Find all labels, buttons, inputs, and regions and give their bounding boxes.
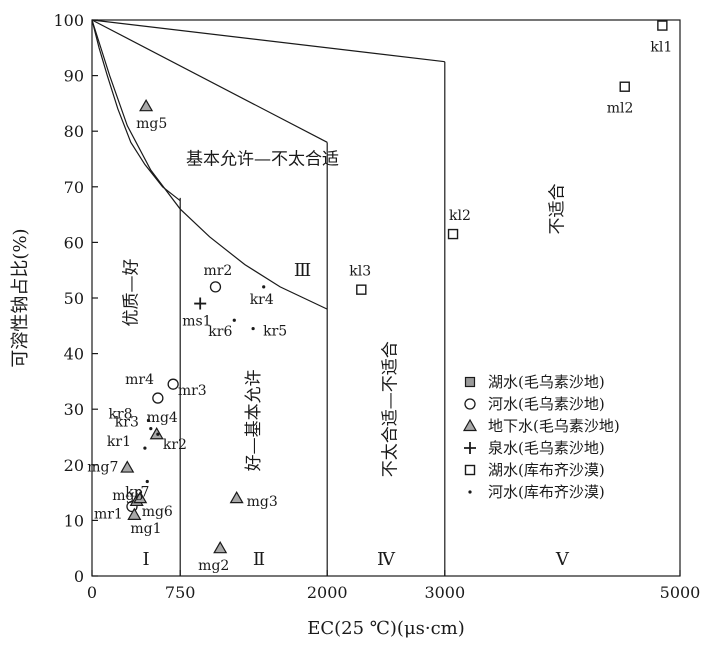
data-point-label: kr2 [163,437,187,453]
data-point [139,98,154,112]
data-point [229,490,244,504]
data-point [213,540,228,554]
data-point [167,378,179,390]
data-point-label: kr7 [125,484,149,500]
data-point [251,326,255,331]
x-tick-label: 2000 [307,583,348,602]
region-numeral: Ⅱ [253,549,265,570]
data-point [209,281,222,293]
y-tick-label: 70 [64,178,84,197]
data-point [657,20,668,31]
legend-marker [464,398,476,410]
x-axis-title: EC(25 ℃)(μs·cm) [307,618,465,639]
legend-marker [462,418,478,432]
data-point [156,432,160,436]
data-point [194,297,207,310]
y-tick-label: 10 [64,511,84,530]
y-axis-title: 可溶性钠占比(%) [10,228,31,367]
data-point [127,507,142,520]
boundary-line [91,19,445,63]
x-tick-label: 3000 [424,583,465,602]
data-point [149,427,153,431]
region-numeral: Ⅲ [294,260,311,281]
legend: 湖水(毛乌素沙地) 河水(毛乌素沙地) 地下水(毛乌素沙地) 泉水(毛乌素沙地) 湖水(… [462,373,620,501]
boundary-line [91,19,328,143]
data-point [143,446,147,450]
region-label: 不适合 [547,184,567,235]
data-point [145,479,149,484]
legend-marker [464,464,476,476]
region-label: 基本允许—不太合适 [186,150,339,170]
data-point-label: kr4 [250,292,274,308]
legend-marker [464,376,476,388]
region-numeral: Ⅳ [377,549,396,570]
data-point-label: mg7 [87,460,118,476]
data-point [356,284,367,295]
data-point [152,392,164,404]
region-label: 好—基本允许 [244,369,264,471]
data-point-label: mg5 [136,116,167,132]
legend-entry: 湖水(毛乌素沙地) [488,373,605,391]
data-point-label: kr3 [115,415,139,431]
region-boundaries [91,19,446,576]
data-point-label: mg3 [247,494,278,510]
boundary-curve [91,19,328,310]
data-point-label: mg6 [142,504,173,520]
data-point-label: kr8 [108,406,132,422]
legend-entry: 泉水(毛乌素沙地) [488,439,605,457]
data-point-label: mg8 [112,488,143,504]
legend-entry: 河水(毛乌素沙地) [488,395,605,413]
y-tick-label: 90 [64,67,84,86]
region-label: 不太合适—不适合 [380,341,400,477]
y-tick-label: 40 [64,345,84,364]
y-tick-label: 80 [64,122,84,141]
data-points: mr1mr2mr3mr4mg1mg2mg3mg4mg5mg6mg7mg8ms1k… [87,20,672,574]
data-point-label: kr5 [263,324,287,340]
x-tick-label: 5000 [660,583,701,602]
data-point [120,460,135,473]
legend-entry: 湖水(库布齐沙漠) [488,461,605,479]
data-point-label: kr1 [107,434,131,450]
legend-marker [468,490,472,494]
data-point [619,81,630,92]
data-point [447,228,459,240]
y-tick-label: 30 [64,400,84,419]
y-tick-label: 0 [74,567,84,586]
data-point-label: kr6 [208,324,232,340]
legend-marker [464,442,476,454]
data-point-label: mg4 [147,410,178,426]
data-point-label: kl3 [349,264,371,280]
region-numeral: Ⅴ [555,549,570,570]
y-tick-label: 50 [64,289,84,308]
region-numeral: Ⅰ [143,549,150,570]
data-point [133,490,148,504]
boundary-curve [91,19,181,202]
y-tick-label: 100 [53,11,84,30]
data-point-label: mg2 [198,558,229,574]
data-point-label: ml2 [607,101,634,117]
region-label: 优质—好 [122,258,142,326]
y-tick-label: 20 [64,456,84,475]
data-point-label: kl2 [449,208,471,224]
data-point [146,418,151,422]
region-labels: Ⅰ 优质—好 Ⅱ 好—基本允许 Ⅲ 基本允许—不太合适 Ⅳ 不太合适—不适合 Ⅴ 不适合 [122,150,570,570]
data-point-label: ms1 [182,314,211,330]
y-tick-label: 60 [64,233,84,252]
x-tick-label: 0 [87,583,97,602]
data-point-label: mr3 [178,383,207,399]
axes: 0 750 2000 3000 5000 0 10 20 30 40 50 60 70 80 90 100 [53,11,700,602]
data-point-label: mr2 [203,263,232,279]
x-tick-label: 750 [165,583,196,602]
data-point [232,318,236,322]
legend-entry: 地下水(毛乌素沙地) [488,417,620,435]
data-point-label: mr1 [94,507,123,523]
data-point-label: mg1 [130,521,161,537]
data-point [262,285,266,289]
legend-entry: 河水(库布齐沙漠) [488,483,605,501]
data-point-label: mr4 [125,372,154,388]
data-point-label: kl1 [650,40,672,56]
